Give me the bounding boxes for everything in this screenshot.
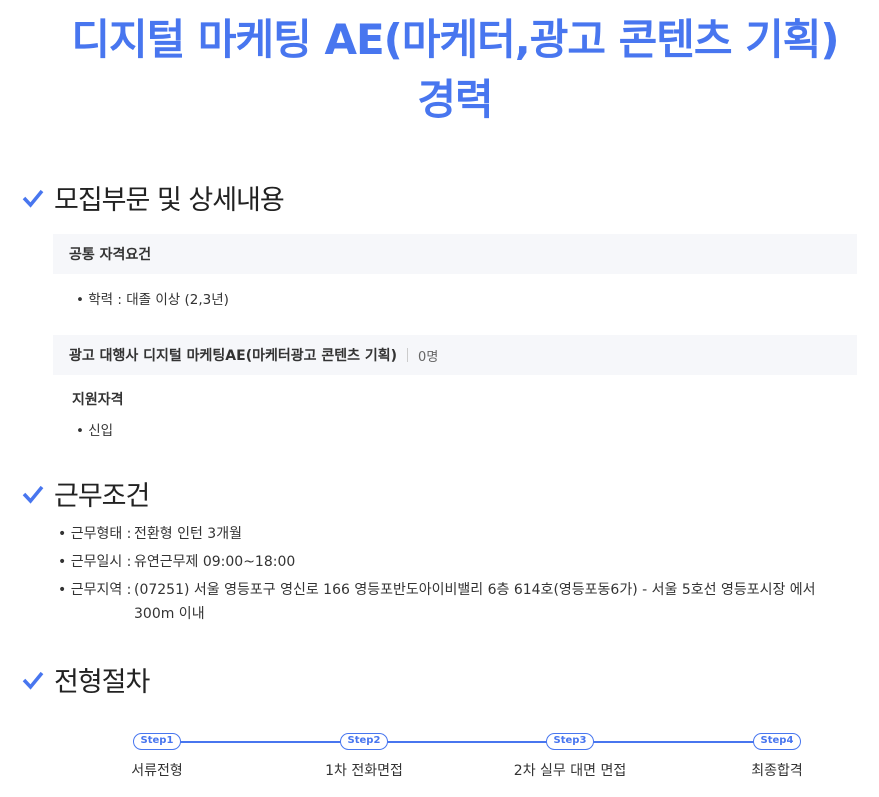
page-title: 디지털 마케팅 AE(마케터,광고 콘텐츠 기획) 경력	[71, 15, 839, 124]
condition-value: 유연근무제 09:00~18:00	[134, 554, 296, 570]
position-title: 광고 대행사 디지털 마케팅AE(마케터광고 콘텐츠 기획)	[69, 348, 398, 364]
common-item: • 학력 : 대졸 이상 (2,3년)	[76, 292, 229, 308]
step-label: 1차 전화면접	[325, 763, 403, 779]
step-badge: Step3	[546, 733, 594, 750]
condition-value: (07251) 서울 영등포구 영신로 166 영등포반도아이비밸리 6층 61…	[134, 582, 816, 622]
check-icon	[22, 189, 44, 208]
qualification-item: • 신입	[76, 423, 114, 439]
section-title: 근무조건	[54, 481, 150, 512]
step-label: 2차 실무 대면 면접	[513, 763, 627, 779]
section-conditions: 근무조건	[22, 474, 150, 513]
process-steps: Step1 Step2 Step3 Step4 서류전형 1차 전화면접 2차 …	[0, 730, 879, 790]
step-badge: Step4	[753, 733, 801, 750]
condition-row: • 근무형태 : 전환형 인턴 3개월	[58, 522, 848, 546]
common-requirements-header: 공통 자격요건	[53, 234, 857, 274]
step-label: 최종합격	[751, 763, 803, 779]
qualification-heading: 지원자격	[72, 392, 124, 408]
condition-label: • 근무일시 :	[58, 554, 132, 570]
condition-row: • 근무일시 : 유연근무제 09:00~18:00	[58, 550, 848, 574]
section-recruit: 모집부문 및 상세내용	[22, 178, 285, 217]
step-badge: Step1	[133, 733, 181, 750]
divider	[407, 348, 409, 362]
condition-row: • 근무지역 : (07251) 서울 영등포구 영신로 166 영등포반도아이비…	[58, 578, 848, 626]
step-connector	[157, 741, 777, 743]
step-label: 서류전형	[131, 763, 183, 779]
common-heading: 공통 자격요건	[69, 247, 152, 263]
position-header: 광고 대행사 디지털 마케팅AE(마케터광고 콘텐츠 기획) 0명	[53, 335, 857, 375]
condition-label: • 근무지역 :	[58, 582, 132, 598]
condition-label: • 근무형태 :	[58, 526, 132, 542]
check-icon	[22, 485, 44, 504]
section-title: 모집부문 및 상세내용	[54, 185, 285, 216]
section-title: 전형절차	[54, 667, 150, 698]
check-icon	[22, 671, 44, 690]
position-count: 0명	[418, 349, 439, 365]
condition-value: 전환형 인턴 3개월	[134, 526, 242, 542]
step-badge: Step2	[340, 733, 388, 750]
section-process: 전형절차	[22, 660, 150, 699]
